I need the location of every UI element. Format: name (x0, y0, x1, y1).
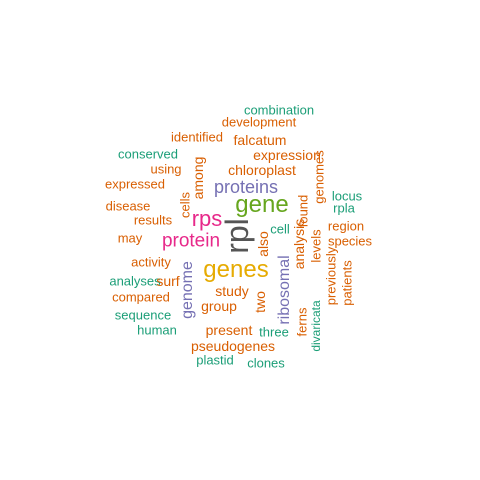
word-levels: levels (308, 229, 324, 263)
word-results: results (133, 212, 173, 228)
word-cell: cell (270, 221, 290, 237)
word-locus: locus (331, 188, 363, 204)
word-three: three (259, 324, 289, 340)
word-patients: patients (339, 260, 355, 306)
word-previously: previously (323, 246, 339, 306)
word-rps: rps (191, 206, 223, 231)
word-divaricata: divaricata (309, 300, 323, 352)
word-compared: compared (112, 289, 170, 305)
word-analyses: analyses (109, 273, 161, 289)
word-surf: surf (156, 273, 180, 289)
word-expression: expression (253, 147, 321, 163)
word-genes: genes (203, 256, 269, 283)
word-identified: identified (170, 129, 224, 145)
word-using: using (150, 161, 182, 177)
word-genomes: genomes (311, 150, 327, 204)
word-rpl: rpl (219, 218, 255, 254)
word-gene: gene (235, 191, 289, 218)
word-among: among (190, 156, 206, 200)
word-combination: combination (243, 102, 315, 118)
word-clones: clones (247, 355, 285, 371)
word-also: also (255, 231, 271, 257)
word-protein: protein (161, 230, 221, 252)
word-rpla: rpla (333, 200, 355, 216)
word-conserved: conserved (118, 146, 178, 162)
word-ferns: ferns (294, 307, 310, 337)
word-chloroplast: chloroplast (228, 162, 296, 178)
word-cells: cells (177, 191, 193, 219)
word-expressed: expressed (105, 176, 165, 192)
word-group: group (201, 298, 237, 314)
word-pseudogenes: pseudogenes (190, 338, 276, 354)
word-genome: genome (179, 261, 196, 319)
word-ribosomal: ribosomal (276, 255, 293, 325)
word-proteins: proteins (213, 177, 279, 197)
word-may: may (117, 230, 143, 246)
word-two: two (252, 291, 268, 313)
word-present: present (205, 322, 253, 338)
word-falcatum: falcatum (233, 132, 287, 148)
word-human: human (137, 322, 177, 338)
word-analysis: analysis (291, 218, 307, 270)
word-study: study (215, 283, 249, 299)
word-activity: activity (131, 254, 171, 270)
word-sequence: sequence (114, 307, 172, 323)
word-disease: disease (105, 198, 151, 214)
word-region: region (327, 218, 365, 234)
word-development: development (221, 114, 297, 130)
word-plastid: plastid (196, 352, 234, 368)
word-species: species (327, 233, 373, 249)
